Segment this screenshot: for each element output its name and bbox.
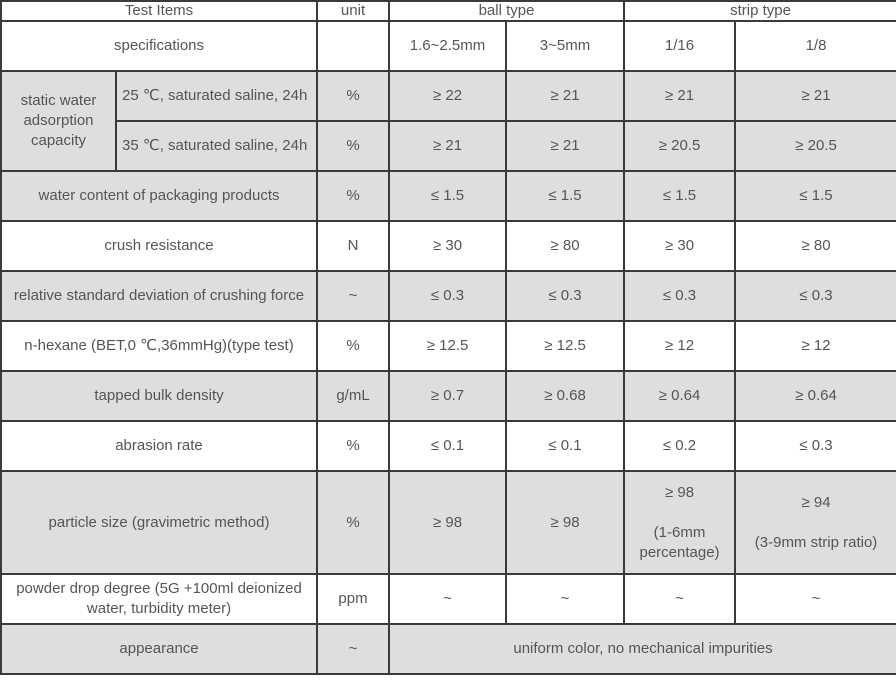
- table-row: water content of packaging products% ≤ 1.…: [0, 170, 896, 222]
- row-label: specifications: [0, 20, 319, 72]
- cell: ≤ 0.3: [505, 270, 626, 322]
- cell: %: [316, 320, 391, 372]
- table-row: relative standard deviation of crushing …: [0, 270, 896, 322]
- cell: [316, 20, 391, 72]
- cell: ppm: [316, 573, 391, 625]
- cell: ≥ 30: [388, 220, 508, 272]
- cell: 1.6~2.5mm: [388, 20, 508, 72]
- table-row: n-hexane (BET,0 ℃,36mmHg)(type test)% ≥ 1…: [0, 320, 896, 372]
- cell: %: [316, 420, 391, 472]
- row-label: water content of packaging products: [0, 170, 319, 222]
- cell: ≤ 0.3: [734, 270, 896, 322]
- cell: ≥ 12: [734, 320, 896, 372]
- table-row: Test Items unit ball type strip type: [0, 0, 896, 22]
- table-row: appearance ~ uniform color, no mechanica…: [0, 623, 896, 675]
- cell: %: [316, 470, 391, 575]
- cell: ≥ 0.64: [623, 370, 737, 422]
- row-label: particle size (gravimetric method): [0, 470, 319, 575]
- row-label: relative standard deviation of crushing …: [0, 270, 319, 322]
- cell: ≥ 12.5: [388, 320, 508, 372]
- cell: 3~5mm: [505, 20, 626, 72]
- cell: ≤ 1.5: [388, 170, 508, 222]
- row-label: 25 ℃, saturated saline, 24h: [114, 70, 319, 122]
- table-row: specifications 1.6~2.5mm 3~5mm 1/16 1/8: [0, 20, 896, 72]
- cell-note: (3-9mm strip ratio): [754, 533, 878, 551]
- cell: N: [316, 220, 391, 272]
- cell: ≤ 0.2: [623, 420, 737, 472]
- table-row: 35 ℃, saturated saline, 24h % ≥ 21 ≥ 21 …: [1, 120, 896, 172]
- cell: ≤ 1.5: [623, 170, 737, 222]
- cell: ~: [623, 573, 737, 625]
- row-label: n-hexane (BET,0 ℃,36mmHg)(type test): [0, 320, 319, 372]
- cell: ≤ 1.5: [734, 170, 896, 222]
- row-label: powder drop degree (5G +100ml deionized …: [0, 573, 319, 625]
- cell: 1/16: [623, 20, 737, 72]
- cell: ≥ 20.5: [734, 120, 896, 172]
- row-label: appearance: [0, 623, 319, 675]
- cell: ≥ 94 (3-9mm strip ratio): [734, 470, 896, 575]
- row-label: static water adsorption capacity: [0, 70, 117, 172]
- cell-text: ≥ 98: [664, 483, 695, 501]
- cell: ≥ 20.5: [623, 120, 737, 172]
- table-row: static water adsorption capacity 25 ℃, s…: [0, 70, 896, 172]
- spec-table: Test Items unit ball type strip type spe…: [0, 0, 896, 675]
- cell: ≥ 0.68: [505, 370, 626, 422]
- header-cell: Test Items: [0, 0, 319, 22]
- cell: ≥ 12: [623, 320, 737, 372]
- spacer: [628, 503, 731, 523]
- cell: ≤ 0.1: [388, 420, 508, 472]
- cell: ~: [316, 270, 391, 322]
- cell-text: ≥ 94: [801, 493, 831, 511]
- spacer: [739, 513, 893, 533]
- cell: ≥ 80: [734, 220, 896, 272]
- cell: ≥ 21: [388, 120, 508, 172]
- table-row: abrasion rate% ≤ 0.1 ≤ 0.1 ≤ 0.2 ≤ 0.3: [0, 420, 896, 472]
- cell: ≥ 12.5: [505, 320, 626, 372]
- row-label: 35 ℃, saturated saline, 24h: [114, 120, 319, 172]
- row-label: crush resistance: [0, 220, 319, 272]
- cell: ≥ 0.7: [388, 370, 508, 422]
- header-cell: ball type: [388, 0, 626, 22]
- table-row: particle size (gravimetric method) % ≥ 9…: [0, 470, 896, 575]
- row-label: abrasion rate: [0, 420, 319, 472]
- cell: g/mL: [316, 370, 391, 422]
- cell: ≥ 98: [505, 470, 626, 575]
- cell: %: [316, 70, 391, 122]
- cell: uniform color, no mechanical impurities: [388, 623, 896, 675]
- row-label: tapped bulk density: [0, 370, 319, 422]
- cell: ≥ 21: [505, 70, 626, 122]
- cell: %: [316, 170, 391, 222]
- cell: ≤ 1.5: [505, 170, 626, 222]
- header-cell: strip type: [623, 0, 896, 22]
- cell: ~: [734, 573, 896, 625]
- table-row: powder drop degree (5G +100ml deionized …: [0, 573, 896, 625]
- cell: ≥ 21: [734, 70, 896, 122]
- cell: ≥ 80: [505, 220, 626, 272]
- cell: ≥ 0.64: [734, 370, 896, 422]
- cell: ≥ 22: [388, 70, 508, 122]
- cell: 1/8: [734, 20, 896, 72]
- cell: ≤ 0.3: [623, 270, 737, 322]
- cell: ~: [316, 623, 391, 675]
- cell: ≤ 0.1: [505, 420, 626, 472]
- table-row: tapped bulk density g/mL ≥ 0.7 ≥ 0.68 ≥ 0.64…: [0, 370, 896, 422]
- header-cell: unit: [316, 0, 391, 22]
- cell: ≤ 0.3: [734, 420, 896, 472]
- cell: ≥ 21: [623, 70, 737, 122]
- cell: ≥ 30: [623, 220, 737, 272]
- table-row: crush resistance N ≥ 30 ≥ 80 ≥ 30 ≥ 80: [0, 220, 896, 272]
- cell: ≥ 98: [388, 470, 508, 575]
- cell: ≥ 21: [505, 120, 626, 172]
- cell: ≤ 0.3: [388, 270, 508, 322]
- cell: ≥ 98 (1-6mm percentage): [623, 470, 737, 575]
- cell: %: [316, 120, 391, 172]
- cell: ~: [505, 573, 626, 625]
- cell-note: (1-6mm percentage): [639, 523, 720, 561]
- cell: ~: [388, 573, 508, 625]
